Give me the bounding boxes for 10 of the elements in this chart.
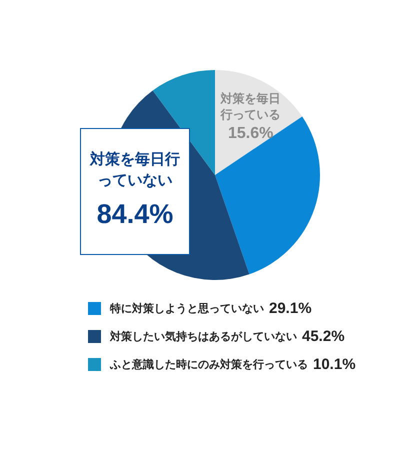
slice-label: 対策を毎日行っている (220, 92, 281, 122)
text: 84.4% (96, 199, 174, 230)
text: 対策を毎日行っていない (88, 149, 181, 191)
legend-label: ふと意識した時にのみ対策を行っている (110, 356, 308, 372)
data-label: 10.1% (313, 356, 356, 372)
data-label: 29.1% (269, 300, 312, 316)
data-label: 45.2% (302, 328, 345, 344)
data-label: 15.6% (228, 124, 274, 142)
legend-label: 対策したい気持ちはあるがしていない (110, 328, 297, 344)
legend-label: 特に対策しようと思っていない (110, 300, 264, 316)
